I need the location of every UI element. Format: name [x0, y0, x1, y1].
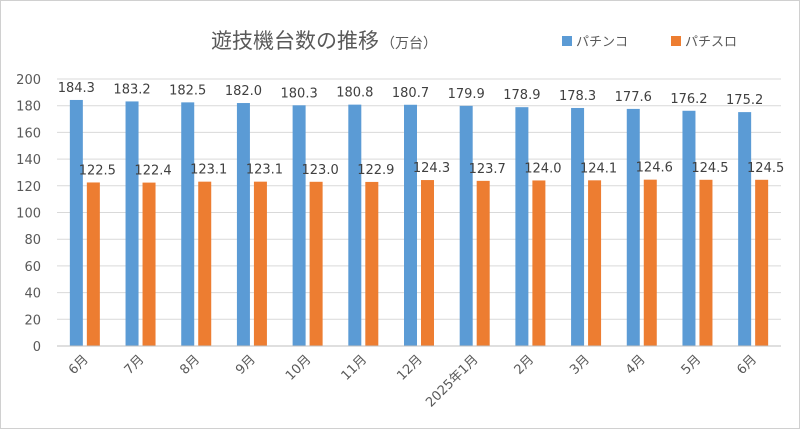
data-label-pachislot: 124.5 [691, 161, 728, 176]
data-label-pachislot: 124.1 [580, 161, 617, 176]
legend-swatch-pachislot [671, 36, 681, 46]
y-tick-label: 180 [16, 100, 41, 115]
data-label-pachinko: 183.2 [113, 82, 150, 97]
bar-pachislot [309, 181, 323, 346]
legend-label-pachislot: パチスロ [685, 35, 737, 50]
x-tick-label: 5月 [679, 352, 705, 378]
bar-pachinko [181, 102, 195, 346]
data-label-pachinko: 180.8 [336, 86, 373, 101]
data-label-pachinko: 182.0 [225, 84, 262, 99]
data-label-pachinko: 177.6 [615, 90, 652, 105]
data-label-pachislot: 124.0 [524, 161, 561, 176]
bar-pachinko [404, 104, 417, 346]
data-label-pachinko: 180.7 [392, 86, 429, 101]
y-tick-label: 120 [16, 180, 41, 195]
bar-pachinko [515, 107, 529, 346]
legend-swatch-pachinko [562, 36, 572, 46]
x-tick-label: 6月 [66, 352, 92, 378]
legend-label-pachinko: パチンコ [576, 35, 628, 50]
data-label-pachislot: 122.5 [79, 163, 116, 178]
bar-pachinko [125, 101, 139, 346]
data-label-pachinko: 175.2 [726, 93, 763, 108]
data-label-pachinko: 179.9 [448, 87, 485, 102]
y-tick-label: 40 [24, 287, 41, 302]
chart-title: 遊技機台数の推移 [211, 29, 379, 53]
bar-pachislot [86, 182, 100, 346]
bar-pachislot [755, 179, 769, 346]
x-tick-label: 12月 [394, 352, 425, 383]
data-label-pachislot: 123.1 [246, 163, 283, 178]
bar-pachinko [571, 107, 585, 346]
x-tick-label: 9月 [233, 352, 259, 378]
bar-pachislot [532, 180, 546, 346]
y-tick-label: 0 [33, 340, 41, 355]
y-tick-label: 160 [16, 126, 41, 141]
bar-pachislot [643, 179, 657, 346]
y-tick-label: 100 [16, 207, 41, 222]
bar-pachinko [69, 99, 83, 346]
chart-title-group: 遊技機台数の推移 （万台） [211, 29, 437, 53]
bar-pachinko [626, 108, 640, 347]
bar-pachinko [459, 105, 473, 346]
data-label-pachinko: 180.3 [281, 86, 318, 101]
data-label-pachislot: 124.6 [636, 161, 673, 176]
bar-pachinko [348, 104, 362, 346]
data-label-pachinko: 178.3 [559, 89, 596, 104]
bar-pachislot [588, 180, 602, 346]
y-tick-label: 140 [16, 153, 41, 168]
x-tick-label: 2月 [512, 352, 538, 378]
x-tick-label: 4月 [623, 352, 649, 378]
data-label-pachislot: 124.3 [413, 161, 450, 176]
x-tick-label: 8月 [177, 352, 203, 378]
bar-pachislot [142, 182, 156, 346]
chart-unit: （万台） [381, 36, 437, 52]
data-label-pachislot: 122.4 [134, 164, 171, 179]
x-tick-label: 3月 [567, 352, 593, 378]
x-tick-label: 7月 [122, 352, 148, 378]
gridlines [57, 78, 781, 347]
data-label-pachinko: 182.5 [169, 83, 206, 98]
data-label-pachinko: 184.3 [58, 81, 95, 96]
bar-pachinko [738, 112, 752, 346]
y-tick-label: 80 [24, 233, 41, 248]
bar-pachislot [421, 180, 434, 346]
data-label-pachinko: 178.9 [503, 88, 540, 103]
data-label-pachinko: 176.2 [670, 92, 707, 107]
x-tick-label: 10月 [283, 352, 314, 383]
bars [69, 99, 769, 347]
y-tick-label: 60 [24, 260, 41, 275]
bar-pachislot [476, 180, 490, 346]
data-label-pachislot: 124.5 [747, 161, 784, 176]
bar-pachinko [292, 105, 306, 346]
bar-pachinko [682, 110, 696, 346]
bar-pachislot [365, 181, 379, 346]
x-tick-label: 2025年1月 [423, 352, 481, 410]
x-tick-label: 6月 [734, 352, 760, 378]
data-labels: 184.3 122.5 183.2 122.4 182.5 123.1 182.0 123.1… [58, 81, 785, 179]
data-label-pachislot: 123.1 [190, 163, 227, 178]
data-label-pachislot: 123.0 [302, 163, 339, 178]
y-tick-label: 20 [24, 313, 41, 328]
data-label-pachislot: 123.7 [469, 162, 506, 177]
bar-pachislot [699, 179, 713, 346]
data-label-pachislot: 122.9 [357, 163, 394, 178]
bar-pachislot [253, 181, 267, 346]
bar-pachinko [236, 103, 250, 346]
legend: パチンコ パチスロ [562, 35, 737, 50]
x-tick-label: 11月 [339, 352, 370, 383]
y-axis: 0 20 40 60 80 100 120 140 160 180 200 [16, 73, 41, 355]
y-tick-label: 200 [16, 73, 41, 88]
bar-pachislot [198, 181, 212, 346]
